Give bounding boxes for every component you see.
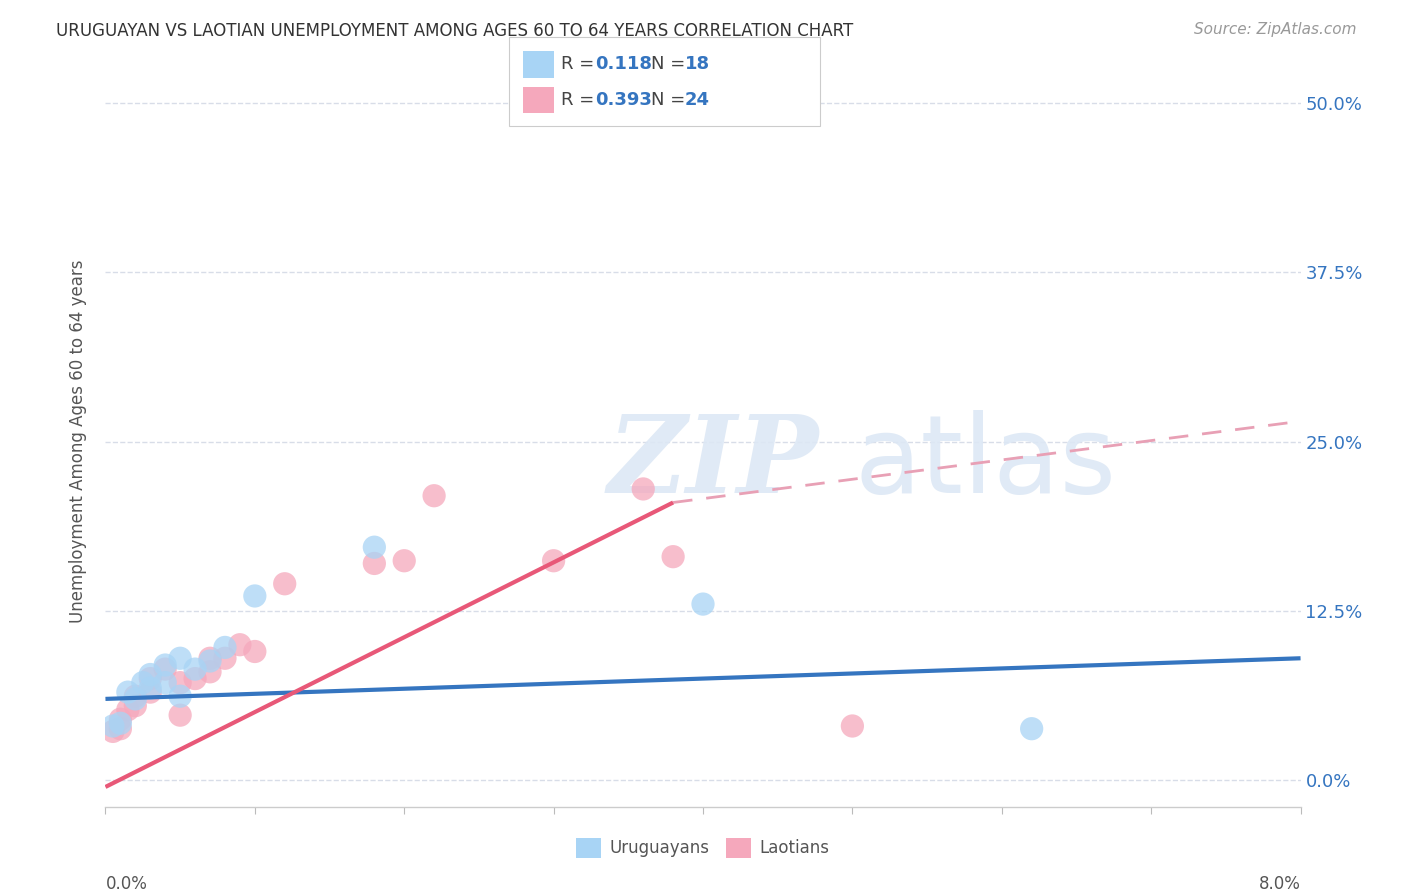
Point [423, 489, 446, 503]
Point [124, 698, 146, 713]
Point [229, 638, 252, 652]
Point [139, 681, 162, 695]
Point [124, 692, 146, 706]
Point [363, 557, 385, 571]
Text: 0.393: 0.393 [595, 91, 651, 109]
Point [153, 658, 177, 673]
Point [101, 719, 124, 733]
Point [273, 576, 295, 591]
Point [110, 722, 132, 736]
Point [117, 685, 139, 699]
Text: 18: 18 [685, 55, 710, 73]
Point [631, 482, 654, 496]
Text: URUGUAYAN VS LAOTIAN UNEMPLOYMENT AMONG AGES 60 TO 64 YEARS CORRELATION CHART: URUGUAYAN VS LAOTIAN UNEMPLOYMENT AMONG … [56, 22, 853, 40]
Point [662, 549, 685, 564]
Point [392, 554, 416, 568]
Point [184, 662, 207, 676]
Text: N =: N = [651, 91, 690, 109]
Point [110, 712, 132, 726]
Text: N =: N = [651, 55, 690, 73]
Point [117, 703, 139, 717]
Point [198, 651, 221, 665]
Text: R =: R = [561, 91, 600, 109]
Point [198, 665, 221, 679]
Point [101, 724, 124, 739]
Point [110, 716, 132, 731]
Point [363, 540, 385, 554]
Point [169, 689, 191, 703]
Point [139, 685, 162, 699]
Text: atlas: atlas [855, 410, 1116, 516]
Text: Source: ZipAtlas.com: Source: ZipAtlas.com [1194, 22, 1357, 37]
Point [169, 708, 191, 723]
Point [139, 672, 162, 686]
Point [184, 672, 207, 686]
Text: ZIP: ZIP [607, 410, 818, 516]
Text: 0.0%: 0.0% [105, 875, 148, 892]
Point [243, 589, 266, 603]
Point [153, 662, 177, 676]
Text: R =: R = [561, 55, 600, 73]
Point [214, 651, 236, 665]
Point [124, 689, 146, 703]
Text: 0.118: 0.118 [595, 55, 652, 73]
Point [841, 719, 863, 733]
Point [543, 554, 565, 568]
Legend: Uruguayans, Laotians: Uruguayans, Laotians [569, 831, 837, 864]
Point [1021, 722, 1043, 736]
Point [198, 654, 221, 668]
Point [243, 644, 266, 658]
Point [139, 667, 162, 681]
Point [169, 675, 191, 690]
Point [132, 675, 155, 690]
Text: 24: 24 [685, 91, 710, 109]
Point [214, 640, 236, 655]
Point [692, 597, 714, 611]
Point [153, 675, 177, 690]
Y-axis label: Unemployment Among Ages 60 to 64 years: Unemployment Among Ages 60 to 64 years [69, 260, 87, 624]
Point [169, 651, 191, 665]
Text: 8.0%: 8.0% [1258, 875, 1301, 892]
